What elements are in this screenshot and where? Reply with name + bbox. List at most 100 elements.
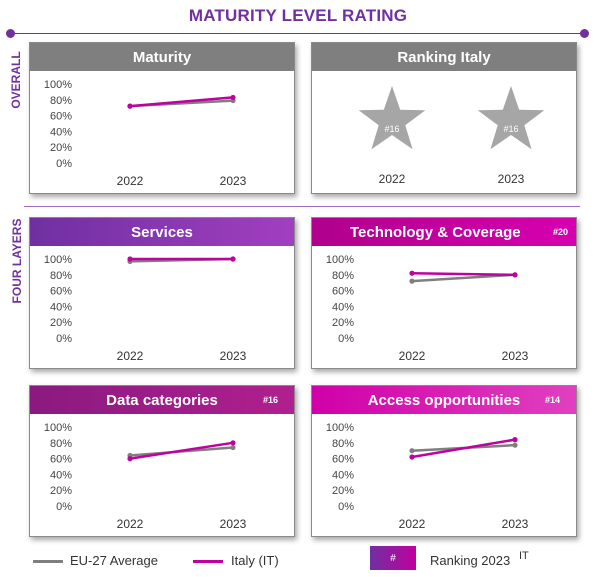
data-point-it — [409, 454, 415, 460]
legend-rank-badge: # — [370, 546, 416, 570]
maturity-panel: Maturity 0% 20% 40% 60% 80% 100% 2022 2023 — [29, 42, 295, 194]
data-point-it — [230, 94, 236, 101]
ranking-header: Ranking Italy — [312, 43, 576, 71]
y-tick-label: 20% — [332, 317, 354, 329]
y-tick-label: 60% — [332, 286, 354, 298]
access-title: Access opportunities — [367, 391, 521, 409]
page-title: MATURITY LEVEL RATING — [188, 6, 408, 25]
data-categories-title: Data categories — [106, 391, 218, 409]
data-point-it — [512, 437, 518, 443]
y-tick-label: 60% — [50, 111, 72, 123]
maturity-header: Maturity — [30, 43, 294, 71]
y-tick-label: 80% — [50, 270, 72, 282]
y-tick-label: 20% — [50, 317, 72, 329]
x-tick-label: 2023 — [220, 349, 247, 363]
data-point-it — [127, 103, 133, 109]
y-tick-label: 40% — [332, 469, 354, 481]
star-icon — [358, 86, 426, 150]
maturity-chart: 0% 20% 40% 60% 80% 100% 2022 2023 — [44, 79, 247, 188]
y-tick-label: 40% — [50, 126, 72, 138]
x-tick-label: 2023 — [220, 517, 247, 531]
technology-chart: 0% 20% 40% 60% 80% 100% 2022 2023 — [326, 254, 529, 363]
y-tick-label: 80% — [50, 95, 72, 107]
technology-title: Technology & Coverage — [350, 223, 521, 241]
x-tick-label: 2022 — [399, 517, 426, 531]
y-tick-label: 100% — [44, 422, 72, 434]
y-tick-label: 0% — [338, 501, 354, 513]
services-panel: Services 0% 20% 40% 60% 80% 100% 2022 2023 — [29, 217, 295, 369]
y-tick-label: 60% — [332, 454, 354, 466]
x-tick-label: 2022 — [117, 349, 144, 363]
access-header: Access opportunities — [312, 386, 576, 414]
services-chart: 0% 20% 40% 60% 80% 100% 2022 2023 — [44, 254, 247, 363]
data-categories-panel: Data categories #16 0% 20% 40% 60% 80% 100% 20… — [29, 385, 295, 537]
rule-end-dot — [580, 29, 589, 38]
y-tick-label: 60% — [50, 454, 72, 466]
ranking-stars: #16 2022 #16 2023 — [358, 86, 545, 186]
x-tick-label: 2023 — [502, 349, 529, 363]
data-point-eu — [409, 278, 415, 284]
y-tick-label: 0% — [56, 158, 72, 170]
data-categories-chart: 0% 20% 40% 60% 80% 100% 2022 2023 — [44, 422, 247, 531]
star-year-2022: 2022 — [379, 172, 406, 186]
data-point-eu — [230, 444, 236, 451]
y-tick-label: 80% — [50, 438, 72, 450]
ranking-star-2022: #16 — [358, 86, 426, 150]
y-tick-label: 100% — [326, 254, 354, 266]
data-point-it — [512, 272, 518, 278]
ranking-panel: Ranking Italy #16 2022 #16 2023 — [311, 42, 577, 194]
y-tick-label: 80% — [332, 438, 354, 450]
access-rank-badge: #14 — [544, 395, 560, 405]
y-tick-label: 0% — [56, 501, 72, 513]
y-tick-label: 100% — [326, 422, 354, 434]
technology-panel: Technology & Coverage #20 0% 20% 40% 60% 80%… — [311, 217, 577, 369]
data-point-it — [409, 270, 415, 276]
y-tick-label: 100% — [44, 254, 72, 266]
data-categories-header: Data categories — [30, 386, 294, 414]
data-point-eu — [512, 442, 518, 448]
data-point-eu — [409, 448, 415, 454]
legend-ranking-label: Ranking 2023 — [430, 553, 511, 568]
data-point-it — [230, 440, 236, 446]
ranking-star-2023: #16 — [477, 86, 545, 150]
series-line-it — [411, 271, 516, 277]
legend-eu-label: EU-27 Average — [70, 553, 158, 568]
y-tick-label: 20% — [332, 485, 354, 497]
y-tick-label: 0% — [56, 333, 72, 345]
y-tick-label: 0% — [338, 333, 354, 345]
data-point-it — [127, 256, 133, 262]
data-categories-rank-badge: #16 — [262, 395, 278, 405]
y-tick-label: 20% — [50, 485, 72, 497]
services-header: Services — [30, 218, 294, 246]
star-rank-2022: #16 — [384, 124, 399, 134]
access-chart: 0% 20% 40% 60% 80% 100% 2022 2023 — [326, 422, 529, 531]
technology-header: Technology & Coverage — [312, 218, 576, 246]
access-panel: Access opportunities #14 0% 20% 40% 60% 80% 1… — [311, 385, 577, 537]
legend-ranking-suffix: IT — [519, 550, 529, 562]
star-rank-2023: #16 — [503, 124, 518, 134]
x-tick-label: 2022 — [117, 174, 144, 188]
x-tick-label: 2023 — [220, 174, 247, 188]
layers-side-label: FOUR LAYERS — [10, 218, 24, 304]
section-divider — [24, 206, 580, 207]
y-tick-label: 80% — [332, 270, 354, 282]
data-point-it — [230, 256, 236, 262]
star-icon — [477, 86, 545, 150]
legend-it-line — [193, 560, 223, 563]
series-line-eu — [411, 273, 516, 283]
legend-eu-line — [33, 560, 63, 563]
series-line-it — [129, 441, 234, 460]
services-title: Services — [131, 223, 193, 241]
star-year-2023: 2023 — [498, 172, 525, 186]
ranking-title: Ranking Italy — [397, 48, 491, 66]
y-tick-label: 20% — [50, 142, 72, 154]
series-line-it — [411, 438, 516, 459]
x-tick-label: 2022 — [117, 517, 144, 531]
data-point-it — [127, 456, 133, 462]
title-rule — [10, 33, 584, 34]
x-tick-label: 2023 — [502, 517, 529, 531]
y-tick-label: 60% — [50, 286, 72, 298]
x-tick-label: 2022 — [399, 349, 426, 363]
y-tick-label: 40% — [332, 301, 354, 313]
maturity-title: Maturity — [132, 48, 192, 66]
